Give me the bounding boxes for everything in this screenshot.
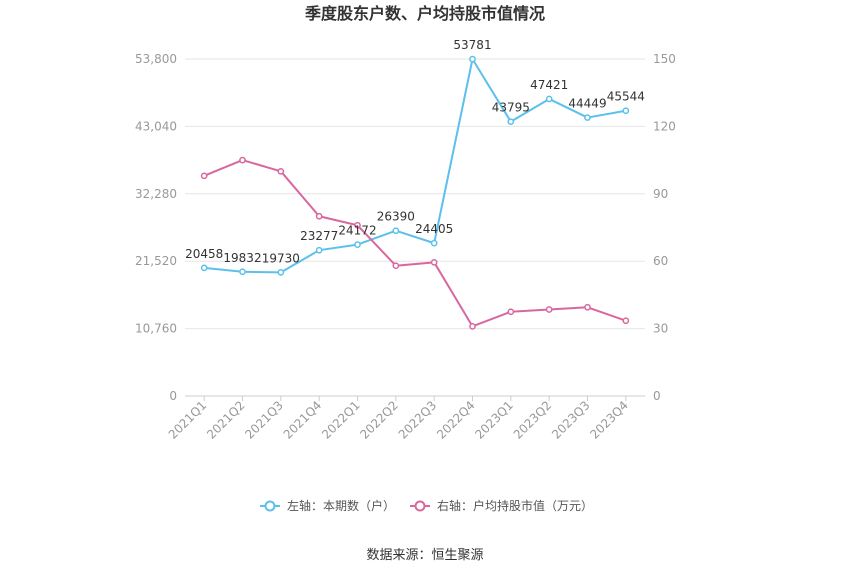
right-axis: 0 30 60 90 120 150 bbox=[653, 52, 676, 403]
x-axis-tick-label: 2023Q1 bbox=[472, 398, 516, 442]
x-axis-tick-label: 2021Q2 bbox=[204, 398, 248, 442]
series-2-point bbox=[277, 167, 285, 175]
series-2-point bbox=[392, 262, 400, 270]
series-2-point bbox=[430, 258, 438, 266]
left-axis-tick-label: 43,040 bbox=[135, 119, 177, 133]
data-label: 23277 bbox=[300, 229, 338, 243]
series-line-1 bbox=[204, 58, 627, 274]
series-1-point bbox=[239, 268, 246, 276]
series-1-point bbox=[622, 107, 630, 115]
legend-label: 右轴：户均持股市值（万元） bbox=[437, 498, 593, 513]
right-axis-tick-label: 120 bbox=[653, 119, 676, 133]
series-2-point bbox=[545, 306, 553, 313]
right-axis-tick-label: 60 bbox=[653, 254, 668, 268]
grid-layer bbox=[185, 58, 645, 397]
series-line-2 bbox=[203, 159, 627, 328]
x-axis-tick-label: 2023Q2 bbox=[511, 398, 555, 442]
x-axis-tick-label: 2021Q1 bbox=[166, 398, 210, 442]
series-1-point bbox=[430, 239, 438, 247]
series-2-point bbox=[354, 221, 361, 229]
series-2-point bbox=[469, 323, 476, 330]
right-axis-tick-label: 30 bbox=[653, 322, 668, 336]
data-label: 26390 bbox=[377, 210, 415, 224]
x-axis: 2021Q12021Q22021Q32021Q42022Q12022Q22022… bbox=[166, 396, 631, 442]
series-2-point bbox=[239, 156, 246, 164]
data-label: 24405 bbox=[415, 222, 453, 236]
series-1-point bbox=[277, 269, 285, 276]
series-2-point bbox=[507, 308, 515, 316]
series-1-point bbox=[354, 241, 361, 248]
right-axis-tick-label: 150 bbox=[653, 52, 676, 66]
left-axis: 0 10,760 21,520 32,280 43,040 53,800 bbox=[135, 52, 177, 403]
x-axis-tick-label: 2022Q3 bbox=[396, 398, 440, 442]
left-axis-tick-label: 32,280 bbox=[135, 187, 177, 201]
data-label: 24172 bbox=[338, 224, 376, 238]
data-label: 20458 bbox=[185, 247, 223, 261]
data-label: 47421 bbox=[530, 78, 568, 92]
left-axis-tick-label: 10,760 bbox=[135, 322, 177, 336]
series-2-point bbox=[315, 212, 323, 220]
legend-marker bbox=[414, 500, 426, 512]
left-axis-tick-label: 53,800 bbox=[135, 52, 177, 66]
data-label: 43795 bbox=[492, 101, 530, 115]
x-axis-tick-label: 2022Q2 bbox=[357, 398, 401, 442]
legend-marker bbox=[264, 500, 276, 512]
series-2-point bbox=[584, 303, 591, 311]
x-axis-tick-label: 2022Q1 bbox=[319, 398, 363, 442]
legend[interactable]: 左轴：本期数（户） 右轴：户均持股市值（万元） bbox=[260, 498, 593, 513]
left-axis-tick-label: 0 bbox=[169, 389, 177, 403]
series-1-point bbox=[584, 114, 591, 121]
series-1-point bbox=[200, 264, 208, 272]
x-axis-tick-label: 2023Q4 bbox=[587, 398, 631, 442]
series-1-point bbox=[392, 227, 400, 235]
series-1-point bbox=[507, 118, 515, 126]
right-axis-tick-label: 0 bbox=[653, 389, 661, 403]
series-1-point bbox=[315, 246, 323, 254]
series-1-point bbox=[469, 55, 476, 63]
chart-title: 季度股东户数、户均持股市值情况 bbox=[304, 4, 545, 23]
legend-label: 左轴：本期数（户） bbox=[287, 498, 395, 513]
series-2-point bbox=[622, 317, 630, 325]
data-label: 44449 bbox=[568, 97, 606, 111]
x-axis-tick-label: 2023Q3 bbox=[549, 398, 593, 442]
series-layer bbox=[200, 55, 630, 330]
legend-item-1[interactable]: 左轴：本期数（户） bbox=[260, 498, 395, 513]
x-axis-tick-label: 2021Q3 bbox=[242, 398, 286, 442]
source-text: 数据来源：恒生聚源 bbox=[366, 548, 483, 563]
x-axis-tick-label: 2022Q4 bbox=[434, 398, 478, 442]
x-axis-tick-label: 2021Q4 bbox=[281, 398, 325, 442]
data-label: 45544 bbox=[607, 90, 645, 104]
series-2-point bbox=[200, 172, 208, 180]
right-axis-tick-label: 90 bbox=[653, 187, 668, 201]
series-1-point bbox=[545, 95, 553, 103]
data-label: 19832 bbox=[223, 251, 261, 265]
data-label: 19730 bbox=[262, 251, 300, 265]
left-axis-tick-label: 21,520 bbox=[135, 254, 177, 268]
legend-item-2[interactable]: 右轴：户均持股市值（万元） bbox=[410, 498, 593, 513]
data-label: 53781 bbox=[453, 38, 491, 52]
